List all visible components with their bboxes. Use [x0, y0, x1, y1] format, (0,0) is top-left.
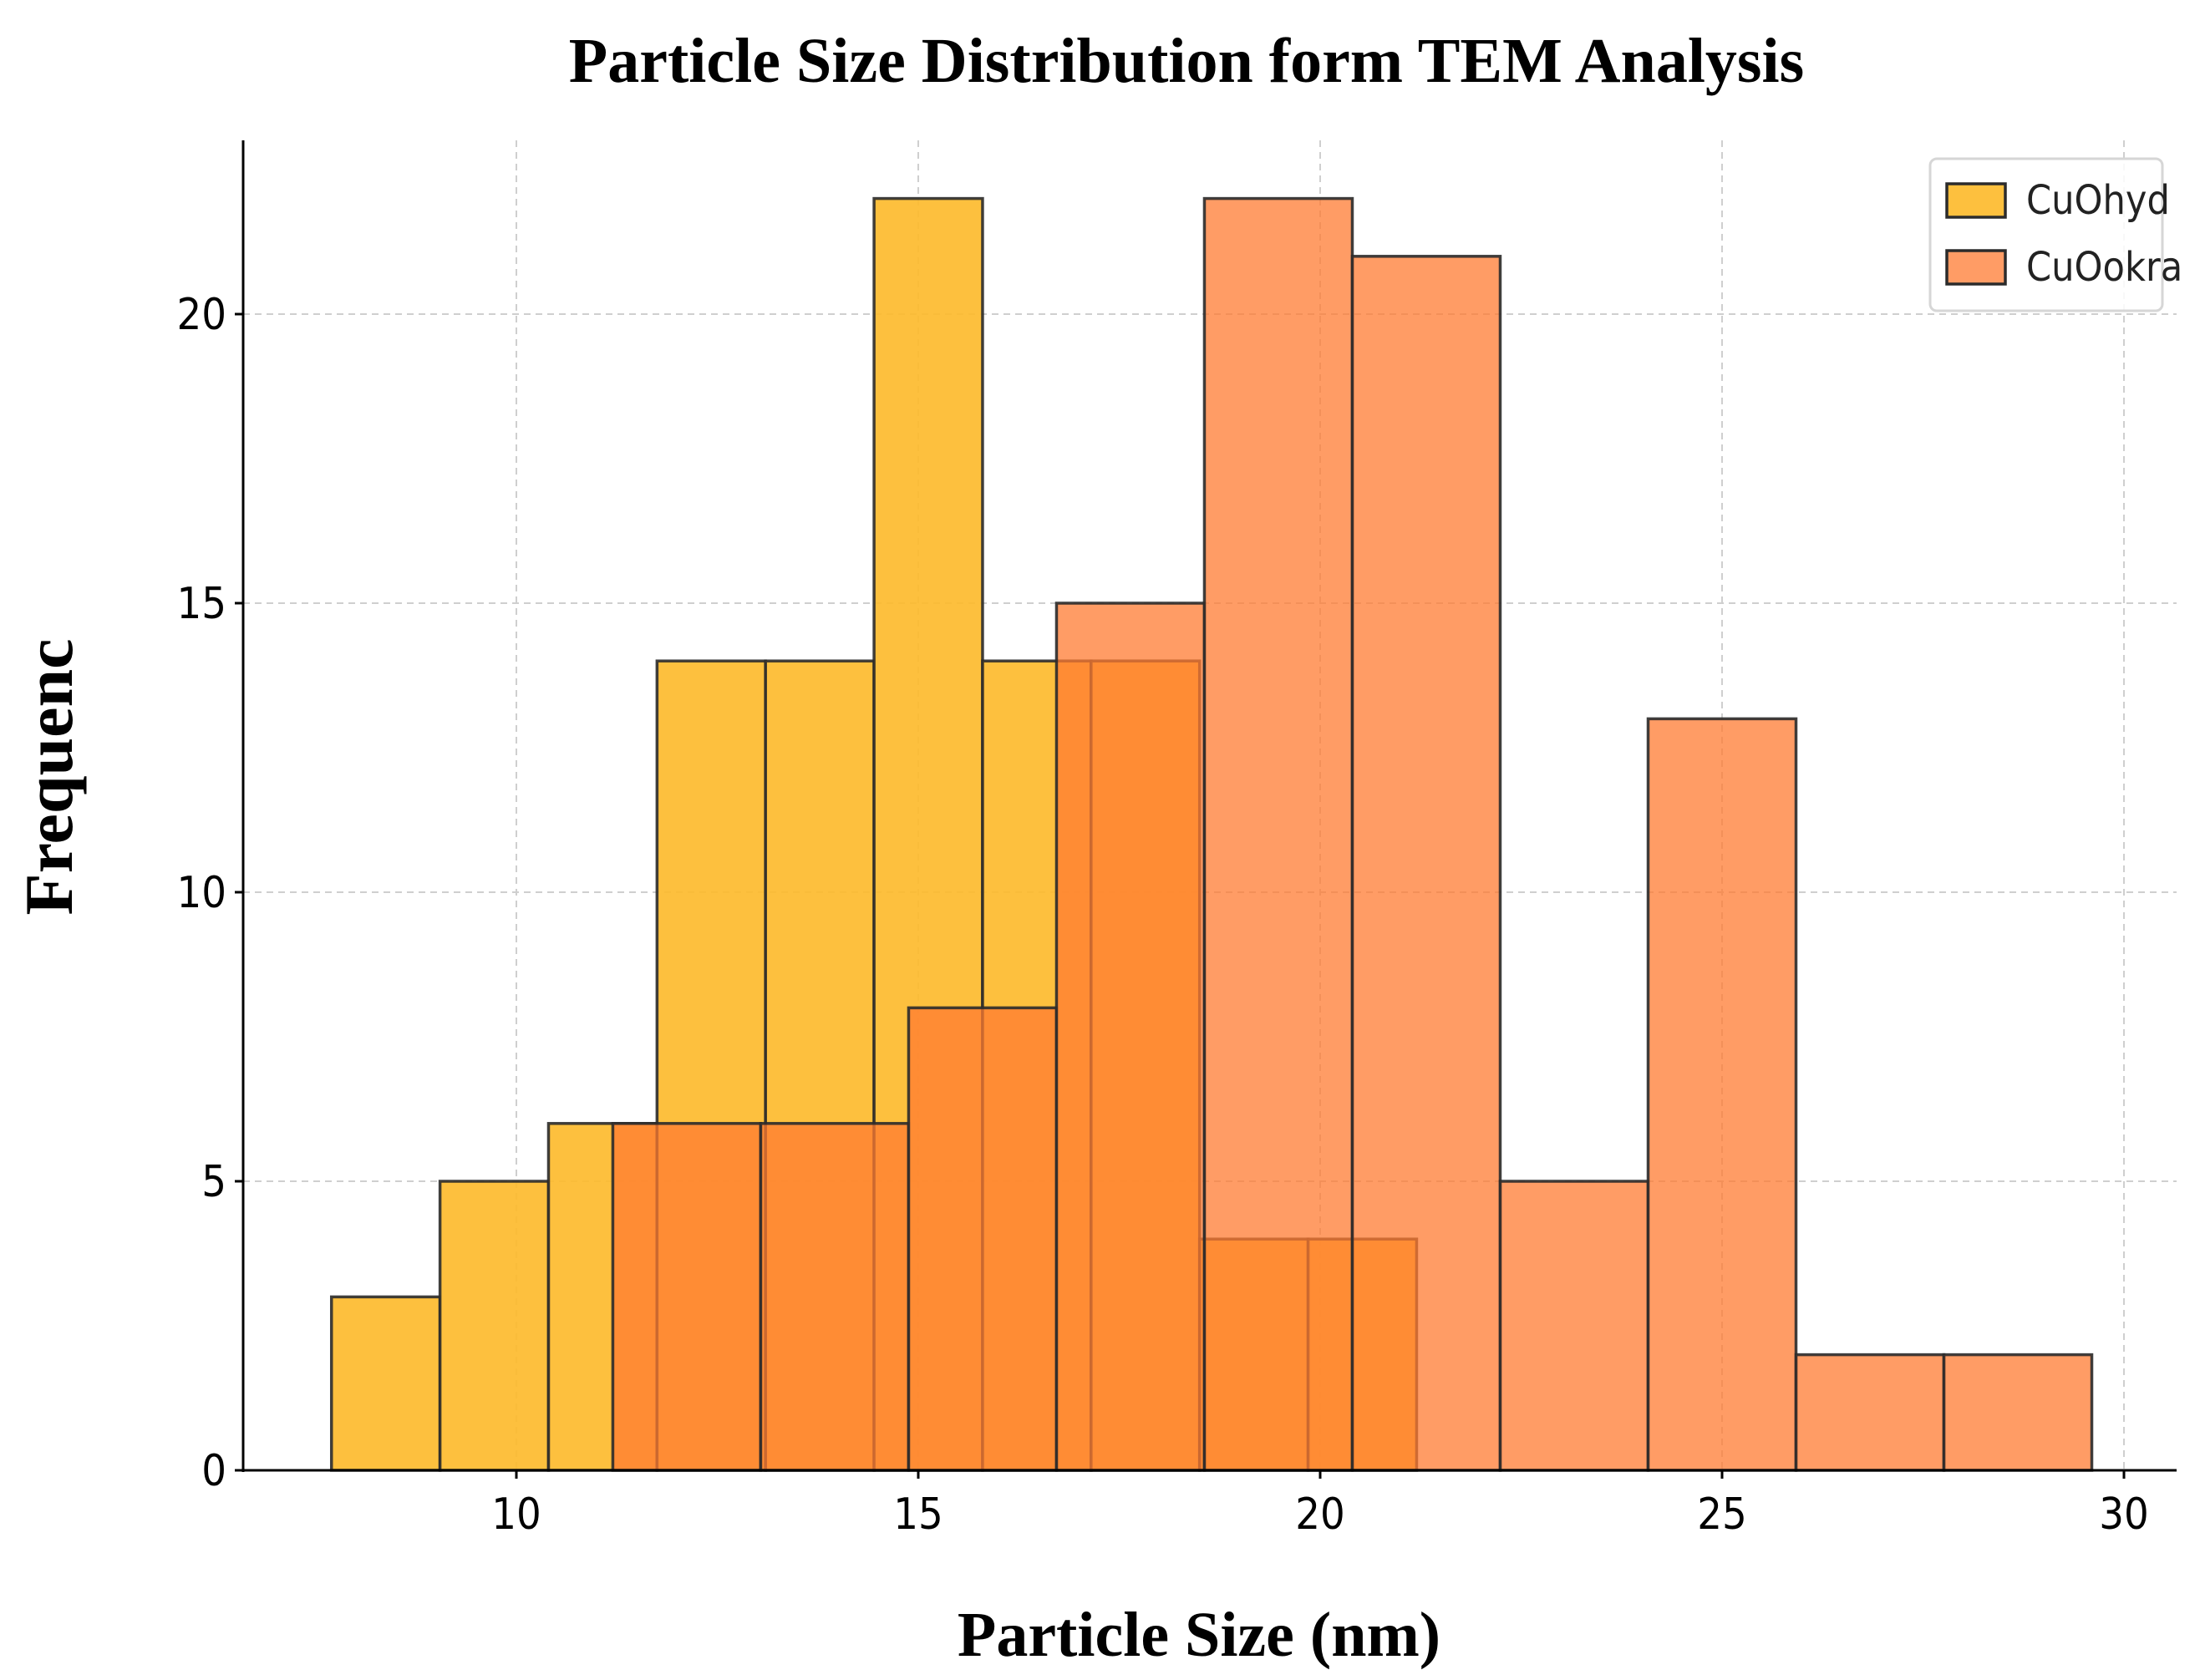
x-tick-label: 25	[1697, 1490, 1747, 1540]
x-tick-label: 10	[491, 1490, 541, 1540]
bar-CuOokra-22.24	[1498, 1180, 1650, 1472]
legend-label-CuOokra: CuOokra	[2026, 244, 2182, 291]
x-axis-label: Particle Size (nm)	[958, 1600, 1440, 1670]
axes	[241, 140, 2177, 1472]
bar-CuOokra-24.08	[1646, 717, 1798, 1472]
bar-CuOokra-16.72	[1054, 601, 1207, 1472]
legend: CuOhyd CuOokra	[1928, 157, 2182, 312]
x-tick-label: 30	[2099, 1490, 2149, 1540]
y-tick-label: 0	[201, 1446, 226, 1496]
legend-swatch-CuOhyd	[1945, 182, 2007, 219]
y-tick-label: 10	[176, 868, 226, 918]
bar-CuOhyd-9.05	[438, 1180, 551, 1472]
bar-CuOokra-11.2	[611, 1122, 763, 1472]
bar-CuOokra-27.76	[1942, 1353, 2094, 1472]
y-tick-label: 20	[176, 290, 226, 340]
bar-CuOokra-25.92	[1794, 1353, 1946, 1472]
series-CuOokra	[611, 196, 2094, 1472]
tick-labels: 10 15 20 25 30 0 5 10 15 20	[176, 290, 2148, 1540]
legend-label-CuOhyd: CuOhyd	[2026, 177, 2170, 224]
bar-CuOokra-20.4	[1350, 255, 1502, 1472]
bar-CuOokra-14.88	[907, 1006, 1059, 1472]
histogram-bars	[329, 196, 2094, 1472]
y-axis-label: Frequenc	[11, 638, 87, 915]
bar-CuOokra-18.56	[1202, 196, 1354, 1472]
y-tick-label: 15	[176, 579, 226, 629]
x-tick-label: 15	[893, 1490, 943, 1540]
legend-swatch-CuOokra	[1945, 249, 2007, 286]
bar-CuOhyd-7.7	[329, 1295, 442, 1472]
x-tick-label: 20	[1295, 1490, 1345, 1540]
bar-CuOokra-13.04	[759, 1122, 911, 1472]
y-tick-label: 5	[201, 1157, 226, 1207]
chart-title: Particle Size Distribution form TEM Anal…	[569, 26, 1804, 96]
